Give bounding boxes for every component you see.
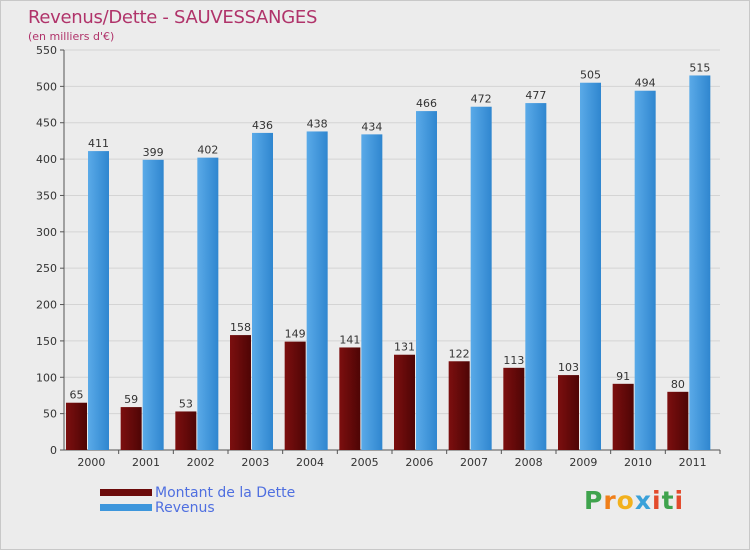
- data-label-revenus: 434: [361, 120, 382, 133]
- bar-revenus: [252, 132, 273, 450]
- bar-revenus: [416, 111, 437, 450]
- bar-revenus: [525, 103, 547, 450]
- bar-dette: [175, 411, 197, 450]
- logo-letter: P: [584, 486, 604, 515]
- data-label-revenus: 399: [143, 146, 164, 159]
- x-tick-label: 2001: [132, 456, 160, 469]
- data-label-revenus: 411: [88, 137, 109, 150]
- data-label-dette: 141: [339, 333, 360, 346]
- y-tick-label: 350: [36, 189, 57, 202]
- data-label-dette: 91: [616, 370, 630, 383]
- bar-revenus: [197, 157, 219, 451]
- legend-label-dette: Montant de la Dette: [155, 485, 296, 501]
- bar-revenus: [306, 131, 328, 451]
- data-label-revenus: 472: [471, 93, 492, 106]
- x-tick-label: 2007: [460, 456, 488, 469]
- x-tick-label: 2008: [515, 456, 543, 469]
- data-label-dette: 59: [124, 393, 138, 406]
- data-label-dette: 113: [503, 354, 524, 367]
- bar-dette: [448, 361, 470, 450]
- x-tick-label: 2003: [241, 456, 269, 469]
- data-label-dette: 158: [230, 321, 251, 334]
- bar-dette: [120, 407, 142, 450]
- chart-subtitle: (en milliers d'€): [28, 30, 115, 43]
- y-tick-label: 200: [36, 299, 57, 312]
- y-tick-label: 450: [36, 117, 57, 130]
- x-tick-label: 2010: [624, 456, 652, 469]
- data-label-dette: 80: [671, 378, 685, 391]
- bar-revenus: [580, 82, 601, 451]
- bar-dette: [230, 335, 251, 450]
- bar-dette: [394, 354, 415, 450]
- logo-letter: r: [603, 486, 617, 515]
- bar-revenus: [689, 75, 711, 451]
- bar-dette: [612, 383, 634, 450]
- bar-revenus: [142, 159, 164, 450]
- logo-letter: x: [634, 486, 652, 515]
- bar-dette: [503, 367, 525, 450]
- bar-dette: [667, 391, 689, 450]
- x-tick-label: 2009: [569, 456, 597, 469]
- y-tick-label: 300: [36, 226, 57, 239]
- data-label-revenus: 477: [525, 89, 546, 102]
- bar-revenus: [634, 90, 656, 451]
- legend-swatch-dette: [100, 489, 152, 496]
- y-tick-label: 500: [36, 80, 57, 93]
- bar-dette: [339, 347, 361, 450]
- y-tick-label: 100: [36, 371, 57, 384]
- x-tick-label: 2006: [405, 456, 433, 469]
- legend-swatch-revenus: [100, 504, 152, 511]
- plot-area: [64, 50, 720, 450]
- x-tick-label: 2011: [679, 456, 707, 469]
- legend-label-revenus: Revenus: [155, 500, 215, 516]
- y-tick-label: 400: [36, 153, 57, 166]
- data-label-revenus: 505: [580, 69, 601, 82]
- logo-letter: o: [616, 486, 635, 515]
- x-tick-label: 2002: [187, 456, 215, 469]
- data-label-dette: 131: [394, 341, 415, 354]
- data-label-dette: 149: [285, 328, 306, 341]
- x-tick-label: 2004: [296, 456, 324, 469]
- data-label-revenus: 438: [307, 117, 328, 130]
- chart-title: Revenus/Dette - SAUVESSANGES: [28, 7, 318, 28]
- logo-letter: i: [674, 486, 685, 515]
- logo-letter: t: [661, 486, 675, 515]
- x-tick-label: 2005: [351, 456, 379, 469]
- y-tick-label: 150: [36, 335, 57, 348]
- data-label-revenus: 515: [689, 61, 710, 74]
- proxiti-logo: Proxiti: [584, 486, 684, 515]
- data-label-dette: 103: [558, 361, 579, 374]
- data-label-revenus: 436: [252, 119, 273, 132]
- bar-revenus: [470, 106, 492, 451]
- data-label-dette: 65: [70, 389, 84, 402]
- bar-revenus: [361, 134, 383, 450]
- y-tick-label: 0: [50, 444, 57, 457]
- data-label-dette: 122: [449, 347, 470, 360]
- y-tick-label: 250: [36, 262, 57, 275]
- y-tick-label: 550: [36, 44, 57, 57]
- data-label-dette: 53: [179, 397, 193, 410]
- bar-dette: [66, 402, 87, 450]
- y-tick-label: 50: [43, 408, 57, 421]
- data-label-revenus: 402: [197, 144, 218, 157]
- bar-dette: [284, 341, 306, 450]
- bar-dette: [558, 375, 579, 450]
- x-tick-label: 2000: [77, 456, 105, 469]
- bar-revenus: [88, 151, 109, 450]
- logo-letter: i: [652, 486, 662, 515]
- data-label-revenus: 494: [635, 77, 656, 90]
- data-label-revenus: 466: [416, 97, 437, 110]
